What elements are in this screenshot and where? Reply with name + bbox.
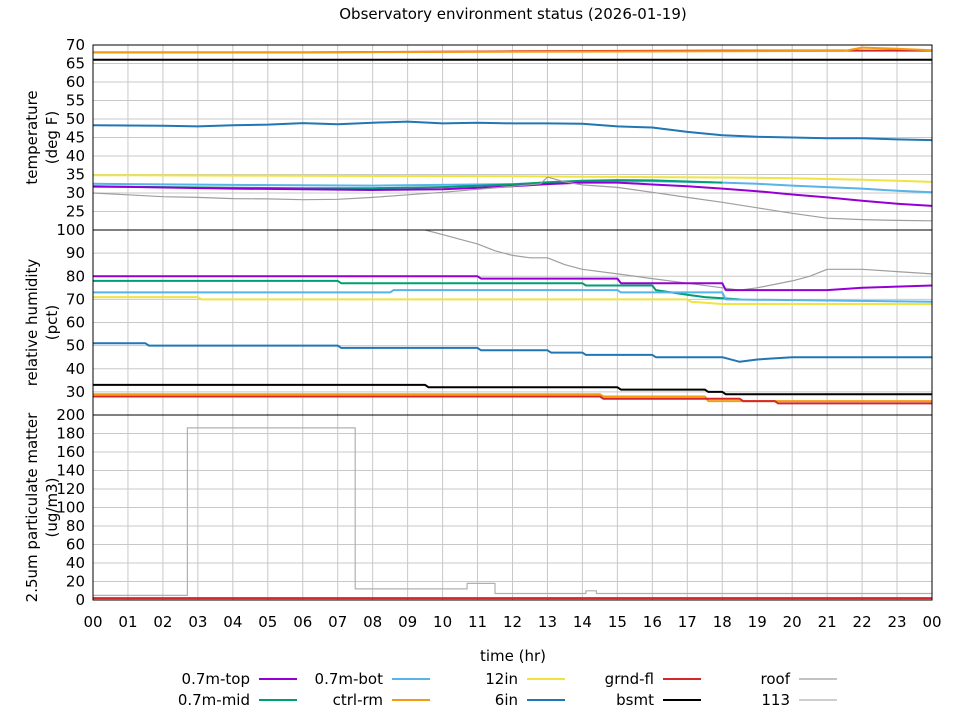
legend-label-0.7m-mid: 0.7m-mid	[178, 691, 250, 709]
temperature-ytick-label: 25	[66, 203, 85, 221]
humidity-ytick-label: 30	[66, 383, 85, 401]
particulate-ytick-label: 160	[56, 443, 85, 461]
humidity-ytick-label: 40	[66, 360, 85, 378]
humidity-ytick-label: 90	[66, 244, 85, 262]
series-113-line	[93, 427, 932, 597]
series-0.7m-mid-line	[93, 279, 740, 301]
x-tick-label: 02	[153, 613, 172, 631]
particulate-ytick-label: 60	[66, 536, 85, 554]
series-12in-line	[93, 296, 932, 305]
temperature-ytick-label: 60	[66, 73, 85, 91]
temperature-ylabel-line: temperature	[23, 90, 41, 184]
particulate-ylabel-line: (ug/m3)	[43, 478, 61, 538]
particulate-ytick-label: 80	[66, 517, 85, 535]
legend: 0.7m-top 0.7m-bot 12in grnd-fl roof 0.7m-mid c…	[178, 670, 837, 709]
particulate-ytick-label: 20	[66, 573, 85, 591]
temperature-ytick-label: 40	[66, 147, 85, 165]
particulate-ytick-label: 0	[75, 591, 85, 609]
humidity-ylabel-line: relative humidity	[23, 259, 41, 387]
x-tick-label: 01	[118, 613, 137, 631]
x-tick-label: 04	[223, 613, 242, 631]
humidity-ytick-label: 100	[56, 221, 85, 239]
temperature-ytick-label: 55	[66, 92, 85, 110]
particulate-ytick-label: 180	[56, 425, 85, 443]
temperature-ytick-label: 50	[66, 110, 85, 128]
humidity-ytick-label: 80	[66, 267, 85, 285]
x-tick-label: 14	[573, 613, 592, 631]
series-0.7m-bot-line	[93, 289, 932, 303]
series-12in-line	[93, 174, 932, 183]
temperature-ytick-label: 30	[66, 184, 85, 202]
temperature-ylabel-line: (deg F)	[43, 111, 61, 164]
series-roof-line	[93, 176, 932, 222]
series-0.7m-top-line	[93, 275, 932, 292]
x-tick-label: 00	[922, 613, 941, 631]
particulate-ytick-label: 40	[66, 554, 85, 572]
x-tick-label: 21	[818, 613, 837, 631]
x-tick-label: 13	[538, 613, 557, 631]
particulate-ylabel-line: 2.5um particulate matter	[23, 412, 41, 602]
legend-label-0.7m-top: 0.7m-top	[182, 670, 250, 688]
series-ctrl-rm-line	[93, 46, 932, 54]
series-6in-line	[93, 120, 932, 142]
legend-label-bsmt: bsmt	[616, 691, 654, 709]
legend-label-12in: 12in	[485, 670, 518, 688]
x-tick-label: 08	[363, 613, 382, 631]
x-tick-label: 12	[503, 613, 522, 631]
humidity-ytick-label: 60	[66, 314, 85, 332]
temperature-series	[93, 46, 932, 222]
particulate-ytick-label: 100	[56, 499, 85, 517]
temperature-ytick-label: 65	[66, 55, 85, 73]
x-tick-label: 19	[748, 613, 767, 631]
particulate-frame	[92, 414, 933, 601]
humidity-ylabel-line: (pct)	[43, 305, 61, 340]
x-tick-label: 20	[783, 613, 802, 631]
x-tick-label: 18	[713, 613, 732, 631]
temperature-ytick-label: 70	[66, 36, 85, 54]
humidity-ytick-label: 70	[66, 290, 85, 308]
humidity-series	[93, 230, 932, 405]
particulate-ytick-label: 200	[56, 406, 85, 424]
x-tick-label: 10	[433, 613, 452, 631]
series-bsmt-line	[93, 383, 932, 396]
legend-label-grnd-fl: grnd-fl	[605, 670, 654, 688]
x-tick-label: 03	[188, 613, 207, 631]
humidity-panel: 30 40 50 60 70 80 90 100 relative humidity (pct)	[23, 221, 933, 416]
x-tick-label: 09	[398, 613, 417, 631]
legend-label-6in: 6in	[495, 691, 518, 709]
x-tick-label: 16	[643, 613, 662, 631]
x-tick-label: 23	[887, 613, 906, 631]
temperature-ytick-label: 45	[66, 129, 85, 147]
humidity-ytick-label: 50	[66, 337, 85, 355]
particulate-series	[93, 427, 932, 600]
legend-label-ctrl-rm: ctrl-rm	[333, 691, 383, 709]
x-tick-label: 17	[678, 613, 697, 631]
series-6in-line	[93, 342, 932, 363]
particulate-ytick-label: 120	[56, 480, 85, 498]
legend-label-113: 113	[761, 691, 790, 709]
chart-title: Observatory environment status (2026-01-…	[339, 5, 687, 23]
x-axis-label: time (hr)	[480, 647, 546, 665]
x-tick-label: 07	[328, 613, 347, 631]
series-grnd-fl-line	[93, 395, 932, 405]
x-tick-label: 22	[853, 613, 872, 631]
particulate-ytick-label: 140	[56, 462, 85, 480]
series-roof-line	[424, 230, 932, 291]
x-tick-label: 00	[83, 613, 102, 631]
temperature-ytick-label: 35	[66, 166, 85, 184]
x-tick-label: 05	[258, 613, 277, 631]
x-tick-label: 15	[608, 613, 627, 631]
series-0.7m-top-line	[93, 181, 932, 207]
x-tick-label: 06	[293, 613, 312, 631]
x-tick-label: 11	[468, 613, 487, 631]
legend-label-0.7m-bot: 0.7m-bot	[315, 670, 384, 688]
legend-label-roof: roof	[761, 670, 791, 688]
